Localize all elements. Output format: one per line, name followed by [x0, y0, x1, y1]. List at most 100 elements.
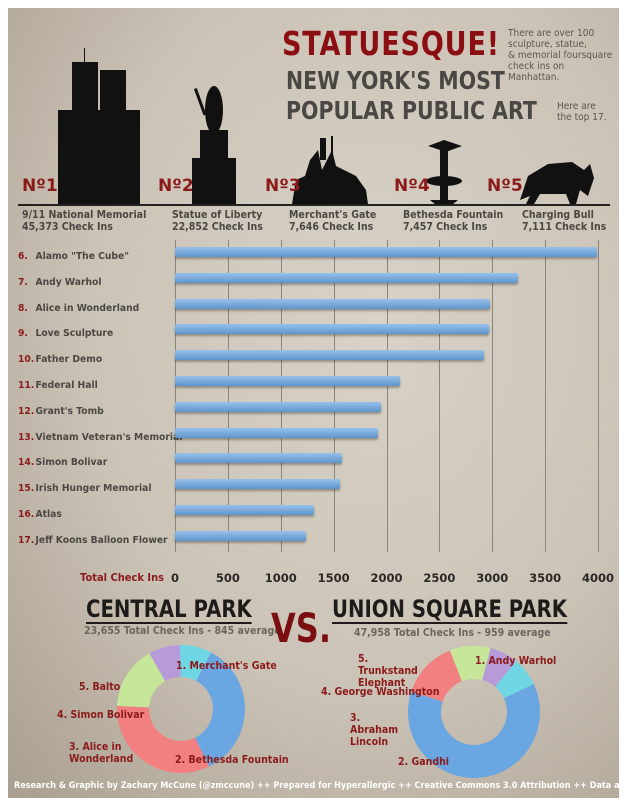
donut-slice	[180, 645, 212, 681]
bar	[175, 350, 484, 361]
bar	[175, 324, 489, 335]
bar-rank: 14.	[18, 457, 35, 469]
vs-label: VS.	[271, 606, 331, 652]
donut-slice	[195, 652, 246, 767]
donut-slice	[408, 684, 540, 778]
bull-icon	[520, 162, 594, 204]
landmark-checkins: 7,111 Check Ins	[522, 221, 607, 233]
bar-name: Alamo "The Cube"	[35, 251, 130, 262]
bar-label: 11.Federal Hall	[18, 380, 98, 391]
note-line: the top 17.	[557, 112, 607, 123]
cp-label-2: 2. Bethesda Fountain	[175, 754, 289, 766]
merchants-gate-icon	[292, 136, 368, 204]
bar-label: 9. Love Sculpture	[18, 328, 113, 339]
gridline	[386, 240, 388, 552]
bar-label: 8. Alice in Wonderland	[18, 303, 139, 314]
bar-label: 6. Alamo "The Cube"	[18, 251, 129, 262]
bar-rank: 9.	[18, 328, 28, 340]
cp-label-4: 4. Simon Bolivar	[57, 709, 145, 721]
gridline	[439, 240, 441, 552]
central-park-subtitle: 23,655 Total Check Ins - 845 average	[84, 625, 281, 637]
x-tick-label: 3000	[476, 571, 509, 585]
bar-name: Vietnam Veteran's Memorial	[35, 431, 183, 443]
gridline	[545, 240, 547, 552]
donut-slice	[149, 645, 181, 682]
bar-name: Jeff Koons Balloon Flower	[35, 534, 168, 546]
bar-rank: 17.	[18, 534, 35, 546]
statue-of-liberty-icon	[192, 86, 236, 204]
note-line: There are over 100	[508, 28, 595, 39]
baseline-divider	[18, 204, 610, 206]
donut-slice	[411, 650, 462, 702]
usp-label-2: 2. Gandhi	[398, 756, 450, 768]
bar	[175, 272, 519, 283]
bar	[175, 401, 381, 412]
bar-rank: 8.	[18, 302, 28, 314]
bar-label: 12.Grant's Tomb	[18, 406, 104, 417]
bar-name: Atlas	[35, 509, 62, 520]
x-tick-label: 2000	[370, 571, 403, 585]
gridline	[175, 240, 176, 552]
x-tick-label: 1000	[264, 571, 297, 585]
x-tick-label: 3500	[529, 571, 562, 585]
landmark-checkins: 22,852 Check Ins	[172, 221, 263, 233]
cp-label-5: 5. Balto	[79, 681, 121, 693]
landmark-name: Statue of Liberty	[172, 209, 263, 221]
fountain-icon	[426, 140, 462, 205]
rank-badge: Nº1	[22, 176, 58, 196]
main-title: STATUESQUE!	[282, 24, 500, 63]
bar-rank: 10.	[18, 354, 35, 366]
cp-label-1: 1. Merchant's Gate	[176, 660, 277, 672]
union-square-title: UNION SQUARE PARK	[332, 595, 568, 624]
gridline	[333, 240, 335, 552]
credits-footer: Research & Graphic by Zachary McCune (@z…	[14, 781, 627, 791]
bar-label: 7. Andy Warhol	[18, 277, 102, 288]
donut-slice	[495, 661, 534, 699]
bar-label: 14.Simon Bolivar	[18, 457, 107, 468]
top17-note: Here are the top 17.	[557, 101, 607, 123]
top-landmark: 9/11 National Memorial 45,373 Check Ins	[22, 209, 146, 233]
subtitle-line-2: POPULAR PUBLIC ART	[286, 96, 537, 125]
gridline	[280, 240, 282, 552]
bar-rank: 11.	[18, 380, 35, 391]
landmark-name: 9/11 National Memorial	[22, 209, 147, 221]
intro-note: There are over 100 sculpture, statue, & …	[508, 28, 612, 83]
gridline	[492, 240, 494, 552]
central-park-title: CENTRAL PARK	[86, 595, 252, 624]
gridline	[227, 240, 229, 552]
note-line: Manhattan.	[508, 72, 560, 83]
donut-slice	[482, 648, 517, 687]
usp-label-3: 3. Abraham Lincoln	[350, 712, 399, 748]
rank-badge: Nº5	[487, 176, 523, 196]
bar-label: 17.Jeff Koons Balloon Flower	[18, 535, 168, 546]
bar	[175, 479, 341, 490]
bar-name: Father Demo	[35, 354, 103, 366]
x-axis-label: Total Check Ins	[80, 571, 165, 584]
note-line: & memorial foursquare	[508, 50, 613, 61]
landmark-name: Bethesda Fountain	[403, 209, 504, 221]
bar-name: Alice in Wonderland	[35, 302, 140, 314]
rank-badge: Nº4	[394, 176, 430, 196]
usp-label-1: 1. Andy Warhol	[475, 655, 557, 667]
top-landmark: Charging Bull 7,111 Check Ins	[522, 209, 606, 233]
note-line: sculpture, statue,	[508, 39, 587, 50]
bar-label: 10.Father Demo	[18, 354, 102, 365]
bar-name: Irish Hunger Memorial	[35, 483, 152, 495]
twin-towers-icon	[58, 48, 140, 204]
bar-rank: 13.	[18, 431, 35, 443]
bar-rank: 6.	[18, 251, 28, 262]
bar	[175, 247, 597, 257]
bar	[175, 453, 343, 464]
landmark-checkins: 7,457 Check Ins	[403, 221, 488, 233]
top-landmark: Statue of Liberty 22,852 Check Ins	[172, 209, 263, 233]
bar	[175, 530, 307, 541]
bar-rank: 7.	[18, 276, 28, 288]
x-tick-label: 500	[215, 571, 240, 585]
usp-label-4: 4. George Washington	[321, 686, 440, 698]
cp-label-3: 3. Alice in Wonderland	[69, 741, 134, 765]
rank-badge: Nº3	[265, 176, 301, 196]
bar	[175, 427, 379, 438]
bar	[175, 376, 400, 386]
note-line: check ins on	[508, 61, 565, 72]
